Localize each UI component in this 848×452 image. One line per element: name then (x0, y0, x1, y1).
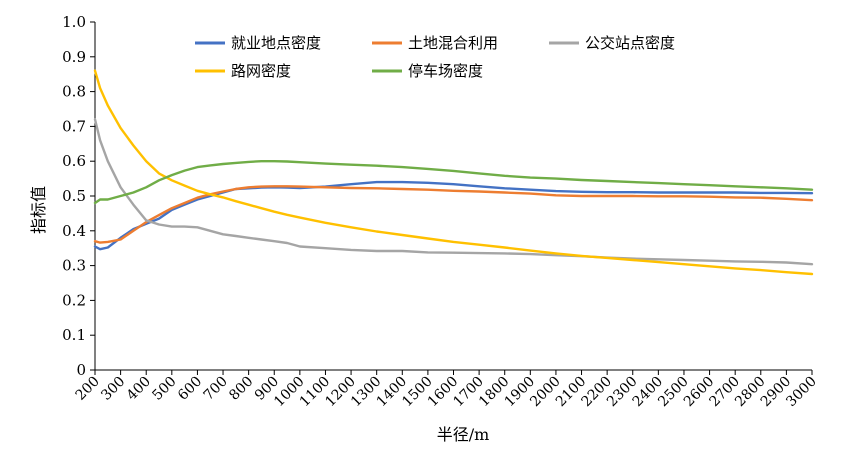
y-tick-label: 0.2 (62, 291, 86, 309)
x-tick-label: 500 (149, 374, 179, 404)
legend-item: 就业地点密度 (195, 34, 321, 52)
legend-label: 路网密度 (231, 62, 291, 80)
y-tick-label: 0.7 (62, 117, 86, 135)
series-line (93, 69, 814, 276)
y-axis-title: 指标值 (29, 186, 48, 234)
y-tick-label: 0.6 (62, 152, 86, 170)
legend-item: 路网密度 (195, 62, 291, 80)
series-line (93, 185, 814, 244)
legend-label: 就业地点密度 (231, 34, 321, 52)
y-tick-label: 1.0 (62, 13, 86, 31)
y-tick-group: 0 0.1 0.2 0.3 0.4 0.5 0.6 0.7 0.8 0.9 1.0 (62, 13, 95, 379)
legend-label: 停车场密度 (408, 62, 483, 80)
y-tick-label: 0.4 (62, 222, 86, 240)
series-line (93, 159, 814, 205)
legend-item: 停车场密度 (372, 62, 483, 80)
series-line (93, 180, 814, 251)
series-line (93, 118, 814, 266)
y-tick-label: 0.5 (62, 187, 86, 205)
x-tick-label: 600 (175, 374, 205, 404)
x-tick-label: 300 (98, 374, 128, 404)
x-axis-title: 半径/m (437, 425, 490, 444)
x-tick-label: 700 (201, 374, 231, 404)
x-tick-label: 3000 (783, 374, 820, 411)
y-tick-label: 0.9 (62, 48, 86, 66)
x-tick-group: 2003004005006007008009001000110012001300… (73, 370, 820, 410)
legend-label: 公交站点密度 (585, 34, 675, 52)
x-tick-label: 800 (226, 374, 256, 404)
legend-item: 土地混合利用 (372, 34, 498, 52)
series-group (93, 69, 814, 276)
y-tick-label: 0 (76, 361, 86, 379)
x-tick-label: 400 (124, 374, 154, 404)
legend-item: 公交站点密度 (549, 34, 675, 52)
legend-label: 土地混合利用 (408, 34, 498, 52)
y-tick-label: 0.8 (62, 83, 86, 101)
y-tick-label: 0.1 (62, 326, 86, 344)
y-tick-label: 0.3 (62, 257, 86, 275)
